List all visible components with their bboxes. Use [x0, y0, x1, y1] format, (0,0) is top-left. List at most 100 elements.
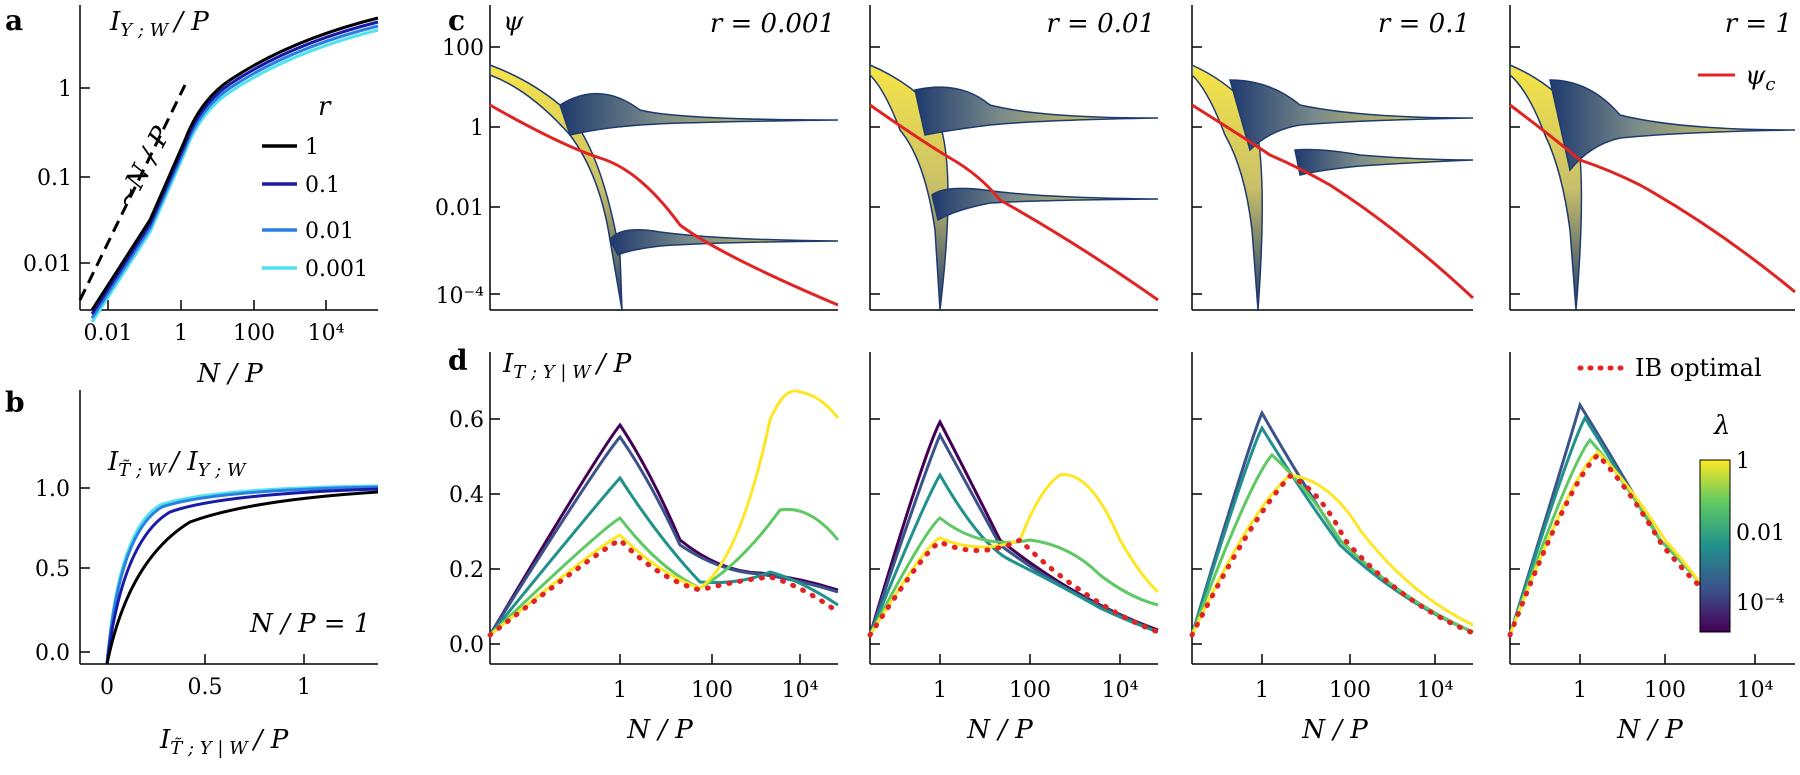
panel-d-ytick-0.4: 0.4: [449, 483, 484, 508]
panel-c-ytick-0.01: 0.01: [435, 196, 484, 221]
panel-d-ylabel: IT ; Y | W / P: [502, 349, 632, 383]
panel-c2-fan-lower: [931, 187, 1159, 222]
panel-c4-fan: [1549, 79, 1796, 172]
panel-a-curve-r1: [90, 16, 379, 311]
panel-b-annotation: N / P = 1: [249, 609, 370, 639]
panel-b-xlabel: IT̃ ; Y | W / P: [159, 725, 289, 759]
panel-a-ytick-1: 1: [58, 77, 72, 102]
panel-c-ylabel: ψ: [503, 7, 524, 37]
panel-c-sub-2: r = 0.01: [869, 5, 1159, 311]
panel-c-title-4: r = 1: [1725, 9, 1792, 39]
panel-d1-xtick-1: 1: [613, 678, 627, 703]
panel-d-ytick-0.2: 0.2: [449, 558, 484, 583]
panel-d2-xtick-100: 100: [1009, 678, 1051, 703]
panel-a-ylabel: IY ; W / P: [109, 7, 209, 41]
panel-d-legend: IB optimal: [1577, 354, 1762, 382]
panel-a-legend-title: r: [318, 92, 332, 122]
panel-b: b 1.0 0.5 0.0 0 0.5 1 IT̃ ; W / IY ; W IT…: [5, 386, 379, 759]
panel-d2-ib-optimal: [867, 536, 1161, 638]
panel-c1-fan-left: [489, 63, 623, 311]
panel-c1-fan-upper: [559, 93, 839, 136]
panel-a-curve-r0.01: [90, 24, 379, 319]
panel-a-xtick-1e4: 10⁴: [308, 321, 345, 346]
colorbar-title: λ: [1713, 411, 1730, 441]
panel-d3-ib-optimal: [1189, 472, 1476, 638]
panel-c-label: c: [448, 4, 465, 37]
panel-b-xtick-0.5: 0.5: [188, 675, 223, 700]
panel-c-sub-1: r = 0.001: [489, 5, 839, 311]
panel-d-sub-1: 1 100 10⁴ N / P: [487, 352, 841, 745]
panel-d4-xlabel: N / P: [1616, 715, 1683, 745]
panel-a-legend-0.1: 0.1: [305, 173, 340, 198]
panel-d4-ib-optimal: [1507, 451, 1703, 638]
panel-a-dashed-label: ~N / P: [110, 122, 178, 214]
panel-a-legend-1: 1: [305, 135, 319, 160]
panel-d1-ib-optimal: [487, 536, 841, 638]
panel-c-ytick-1: 1: [470, 116, 484, 141]
panel-b-curve-r0.1: [105, 487, 379, 665]
colorbar-tick-1e-4: 10⁻⁴: [1736, 591, 1785, 616]
panel-c1-fan-lower: [609, 229, 839, 256]
panel-a-ytick-0.01: 0.01: [23, 252, 72, 277]
panel-d: d IT ; Y | W / P 0.6 0.4 0.2 0.0 1 100 10…: [448, 344, 1795, 745]
panel-d3-xtick-100: 100: [1329, 678, 1371, 703]
panel-c-sub-4: r = 1 ψc: [1509, 5, 1796, 311]
panel-c-sub-3: r = 0.1: [1191, 5, 1475, 311]
panel-b-ytick-0.0: 0.0: [35, 641, 70, 666]
panel-a: a 1 0.1 0.01 0.01 1 100 10⁴ IY ; W / P N …: [5, 4, 379, 389]
panel-a-xtick-0.01: 0.01: [84, 321, 133, 346]
panel-d-sub-2: 1 100 10⁴ N / P: [867, 352, 1161, 745]
panel-c-ytick-100: 100: [442, 36, 484, 61]
panel-b-xtick-1: 1: [297, 675, 311, 700]
panel-c-legend-label: ψc: [1745, 61, 1775, 95]
panel-b-label: b: [5, 386, 25, 419]
panel-d4-xtick-100: 100: [1644, 678, 1686, 703]
panel-d3-xtick-1: 1: [1255, 678, 1269, 703]
panel-c-title-3: r = 0.1: [1378, 9, 1470, 39]
panel-c2-fan-upper: [914, 86, 1159, 136]
panel-d3-xlabel: N / P: [1301, 715, 1368, 745]
panel-c3-fan-upper: [1229, 79, 1474, 152]
panel-d-sub-3: 1 100 10⁴ N / P: [1189, 352, 1476, 745]
colorbar-bar: [1699, 459, 1731, 633]
panel-d-ytick-0.0: 0.0: [449, 633, 484, 658]
panel-b-curve-r0.01: [105, 485, 379, 665]
panel-c3-fan-lower: [1294, 148, 1474, 176]
panel-a-dashed-slope: [78, 84, 187, 301]
panel-d-legend-label: IB optimal: [1635, 354, 1762, 382]
panel-d-label: d: [448, 344, 468, 377]
panel-d2-xtick-1e4: 10⁴: [1102, 678, 1139, 703]
panel-d1-xtick-1e4: 10⁴: [782, 678, 819, 703]
panel-a-xlabel: N / P: [196, 359, 263, 389]
panel-c: c ψ 100 1 0.01 10⁻⁴ r = 0.001: [435, 4, 1796, 311]
panel-a-xtick-100: 100: [233, 321, 275, 346]
panel-d4-xtick-1: 1: [1573, 678, 1587, 703]
panel-c4-psi-c: [1509, 103, 1796, 294]
panel-b-xtick-0: 0: [100, 675, 114, 700]
panel-b-ytick-1.0: 1.0: [35, 477, 70, 502]
panel-c-title-1: r = 0.001: [710, 9, 835, 39]
panel-d-sub-4: 1 100 10⁴ N / P IB optimal λ 1 0.01 10⁻⁴: [1507, 352, 1795, 745]
panel-b-curve-r1: [105, 490, 379, 665]
panel-d2-xlabel: N / P: [966, 715, 1033, 745]
panel-c-ytick-1e-4: 10⁻⁴: [436, 284, 485, 309]
panel-c-legend: ψc: [1698, 61, 1775, 95]
panel-d1-xlabel: N / P: [626, 715, 693, 745]
panel-d2-xtick-1: 1: [933, 678, 947, 703]
panel-d-ytick-0.6: 0.6: [449, 408, 484, 433]
colorbar: λ 1 0.01 10⁻⁴: [1699, 411, 1785, 633]
panel-d4-xtick-1e4: 10⁴: [1737, 678, 1774, 703]
panel-a-legend-0.001: 0.001: [305, 257, 368, 282]
panel-a-legend: r 1 0.1 0.01 0.001: [262, 92, 368, 282]
panel-a-xtick-1: 1: [174, 321, 188, 346]
colorbar-tick-1: 1: [1736, 449, 1750, 474]
panel-c3-psi-c: [1191, 103, 1475, 300]
panel-a-legend-0.01: 0.01: [305, 219, 354, 244]
panel-c2-psi-c: [869, 103, 1159, 302]
panel-a-curve-r0.001: [90, 28, 379, 323]
panel-a-label: a: [5, 4, 23, 37]
panel-b-ylabel: IT̃ ; W / IY ; W: [107, 447, 247, 481]
panel-a-curve-r0.1: [90, 20, 379, 315]
panel-c1-psi-c: [489, 103, 839, 307]
